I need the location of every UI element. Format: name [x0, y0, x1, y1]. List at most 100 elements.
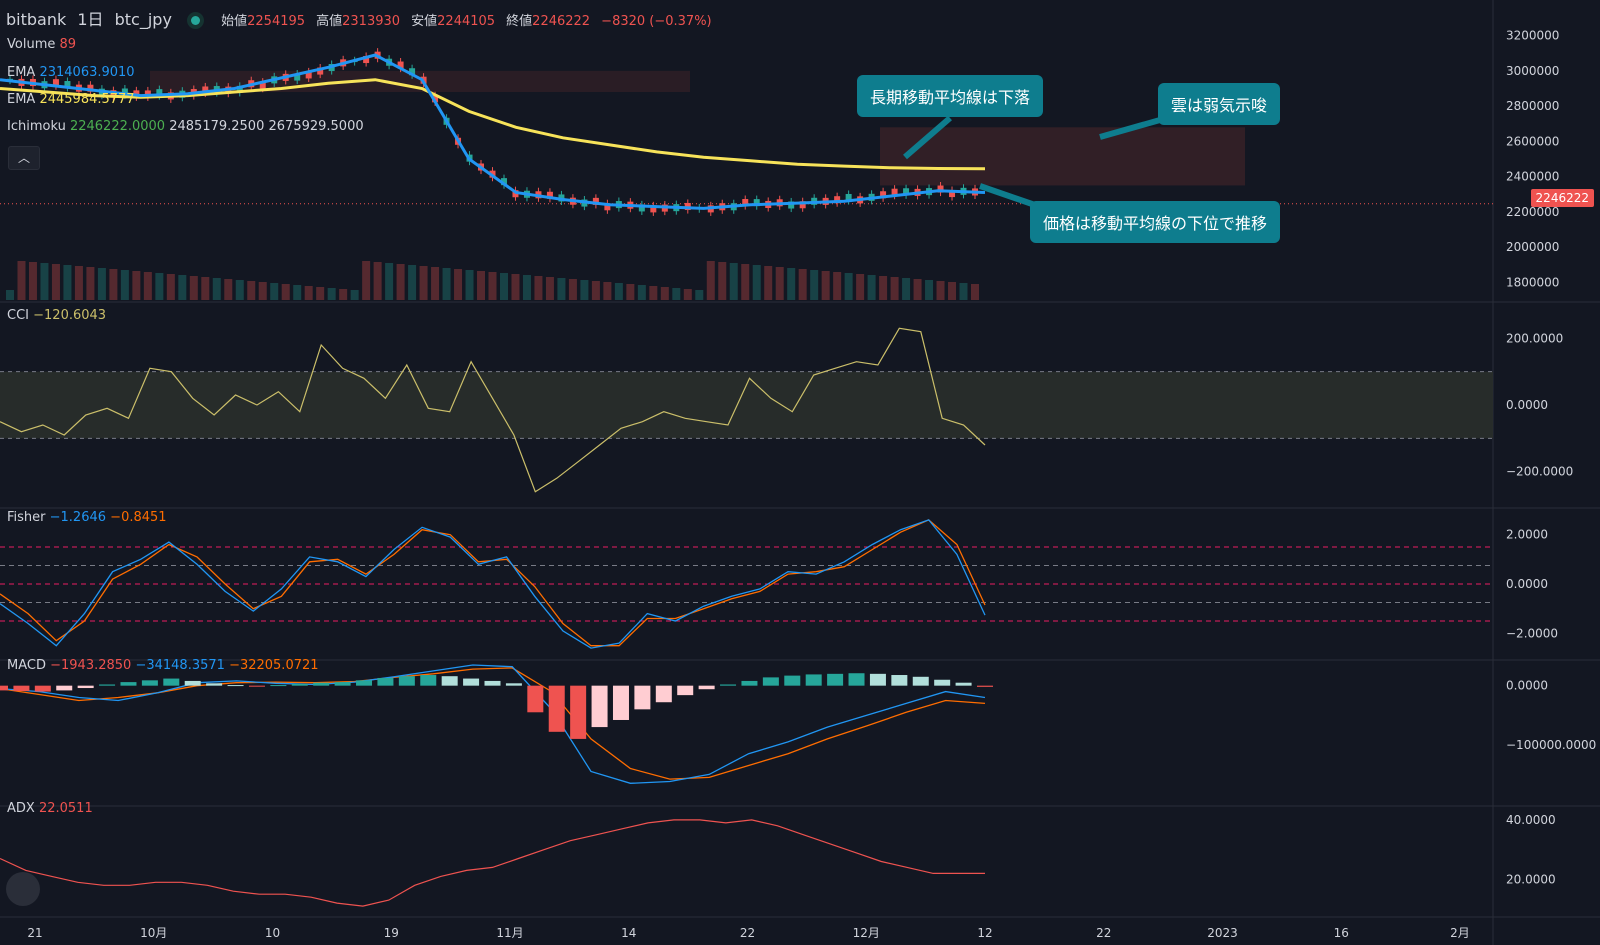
candle-body [363, 55, 370, 64]
exchange-name[interactable]: bitbank [6, 10, 67, 29]
macd-legend[interactable]: MACD −1943.2850 −34148.3571 −32205.0721 [7, 658, 319, 673]
ema-short-line [0, 53, 986, 210]
symbol-name[interactable]: btc_jpy [114, 10, 172, 29]
callout-pointer [903, 115, 952, 160]
volume-bar [626, 284, 635, 300]
macd-histogram-bar [141, 680, 158, 686]
volume-bar [821, 271, 830, 300]
macd-histogram-bar [762, 677, 779, 686]
candle-body [317, 67, 324, 75]
open-value: 2254195 [247, 14, 306, 29]
volume-bar [695, 290, 704, 300]
y-tick-label: 200.0000 [1506, 331, 1563, 345]
volume-bar [764, 266, 773, 300]
x-tick-label: 12月 [853, 926, 880, 940]
macd-histogram-bar [120, 682, 137, 686]
low-label: 安値 [411, 14, 438, 29]
volume-bar [339, 289, 348, 300]
candle-body [604, 203, 611, 211]
volume-bar [17, 261, 26, 300]
ema2-legend[interactable]: EMA 2445984.5777 [7, 92, 135, 107]
macd-histogram-bar [720, 684, 737, 686]
volume-bar [189, 276, 198, 300]
volume-bar [224, 279, 233, 300]
ichimoku-legend[interactable]: Ichimoku 2246222.0000 2485179.2500 26759… [7, 119, 364, 134]
volume-bar [166, 274, 175, 300]
candle-body [891, 188, 898, 196]
macd-histogram-bar [270, 685, 287, 687]
cci-legend[interactable]: CCI −120.6043 [7, 308, 106, 323]
volume-bar [132, 271, 141, 300]
volume-bar [672, 288, 681, 300]
ema1-legend[interactable]: EMA 2314063.9010 [7, 65, 135, 80]
y-tick-label: −2.0000 [1506, 626, 1558, 640]
y-tick-label: 0.0000 [1506, 679, 1548, 693]
interval-label[interactable]: 1日 [77, 10, 104, 29]
volume-bar [913, 279, 922, 300]
y-tick-label: 20.0000 [1506, 872, 1556, 886]
macd-value-3: −32205.0721 [229, 658, 319, 673]
macd-histogram-bar [827, 673, 844, 686]
volume-bar [660, 287, 669, 300]
macd-histogram-bar [334, 682, 351, 686]
x-tick-label: 16 [1334, 926, 1349, 940]
volume-bar [959, 283, 968, 300]
macd-histogram-bar [655, 685, 672, 703]
x-tick-label: 19 [384, 926, 399, 940]
y-tick-label: 1800000 [1506, 275, 1559, 289]
adx-label: ADX [7, 801, 35, 816]
volume-bar [729, 263, 738, 300]
macd-histogram-bar [484, 680, 501, 686]
volume-bar [120, 270, 129, 300]
macd-label: MACD [7, 658, 46, 673]
cci-value: −120.6043 [33, 308, 107, 323]
volume-bar [580, 280, 589, 300]
macd-histogram-bar [741, 680, 758, 686]
volume-bar [499, 273, 508, 300]
close-value: 2246222 [532, 14, 591, 29]
candle-body [903, 188, 910, 196]
high-label: 高値 [316, 14, 343, 29]
y-tick-label: 2200000 [1506, 205, 1559, 219]
macd-histogram-bar [420, 675, 437, 686]
macd-histogram-bar [698, 685, 715, 690]
macd-histogram-bar [163, 678, 180, 686]
volume-bar [810, 270, 819, 300]
volume-bar [649, 286, 658, 300]
candle-body [845, 193, 852, 202]
x-tick-label: 11月 [496, 926, 523, 940]
candle-body [236, 85, 243, 93]
macd-value-1: −1943.2850 [50, 658, 132, 673]
y-tick-label: 2.0000 [1506, 528, 1548, 542]
candle-body [52, 79, 59, 87]
candle-body [305, 71, 312, 79]
volume-bar [603, 282, 612, 300]
volume-bar [488, 272, 497, 300]
last-price-tag: 2246222 [1530, 189, 1594, 207]
close-label: 終値 [506, 14, 533, 29]
adx-legend[interactable]: ADX 22.0511 [7, 801, 93, 816]
volume-legend[interactable]: Volume 89 [7, 37, 76, 52]
volume-bar [350, 290, 359, 300]
tradingview-logo-icon[interactable] [6, 872, 40, 906]
macd-histogram-bar [0, 685, 8, 691]
volume-bar [201, 277, 210, 300]
x-tick-label: 2023 [1207, 926, 1238, 940]
macd-histogram-bar [56, 685, 73, 691]
y-tick-label: 0.0000 [1506, 398, 1548, 412]
x-tick-label: 21 [27, 926, 42, 940]
macd-histogram-bar [206, 683, 223, 686]
volume-bar [63, 265, 72, 300]
macd-histogram-bar [398, 676, 415, 686]
candle-body [799, 201, 806, 209]
fisher-legend[interactable]: Fisher −1.2646 −0.8451 [7, 510, 167, 525]
collapse-legend-button[interactable]: ︿ [8, 146, 40, 170]
fisher-trigger-line [0, 519, 986, 647]
volume-bar [258, 282, 267, 300]
volume-bar [522, 275, 531, 300]
volume-bar [706, 261, 715, 300]
macd-histogram-bar [99, 684, 116, 686]
adx-value: 22.0511 [38, 801, 93, 816]
